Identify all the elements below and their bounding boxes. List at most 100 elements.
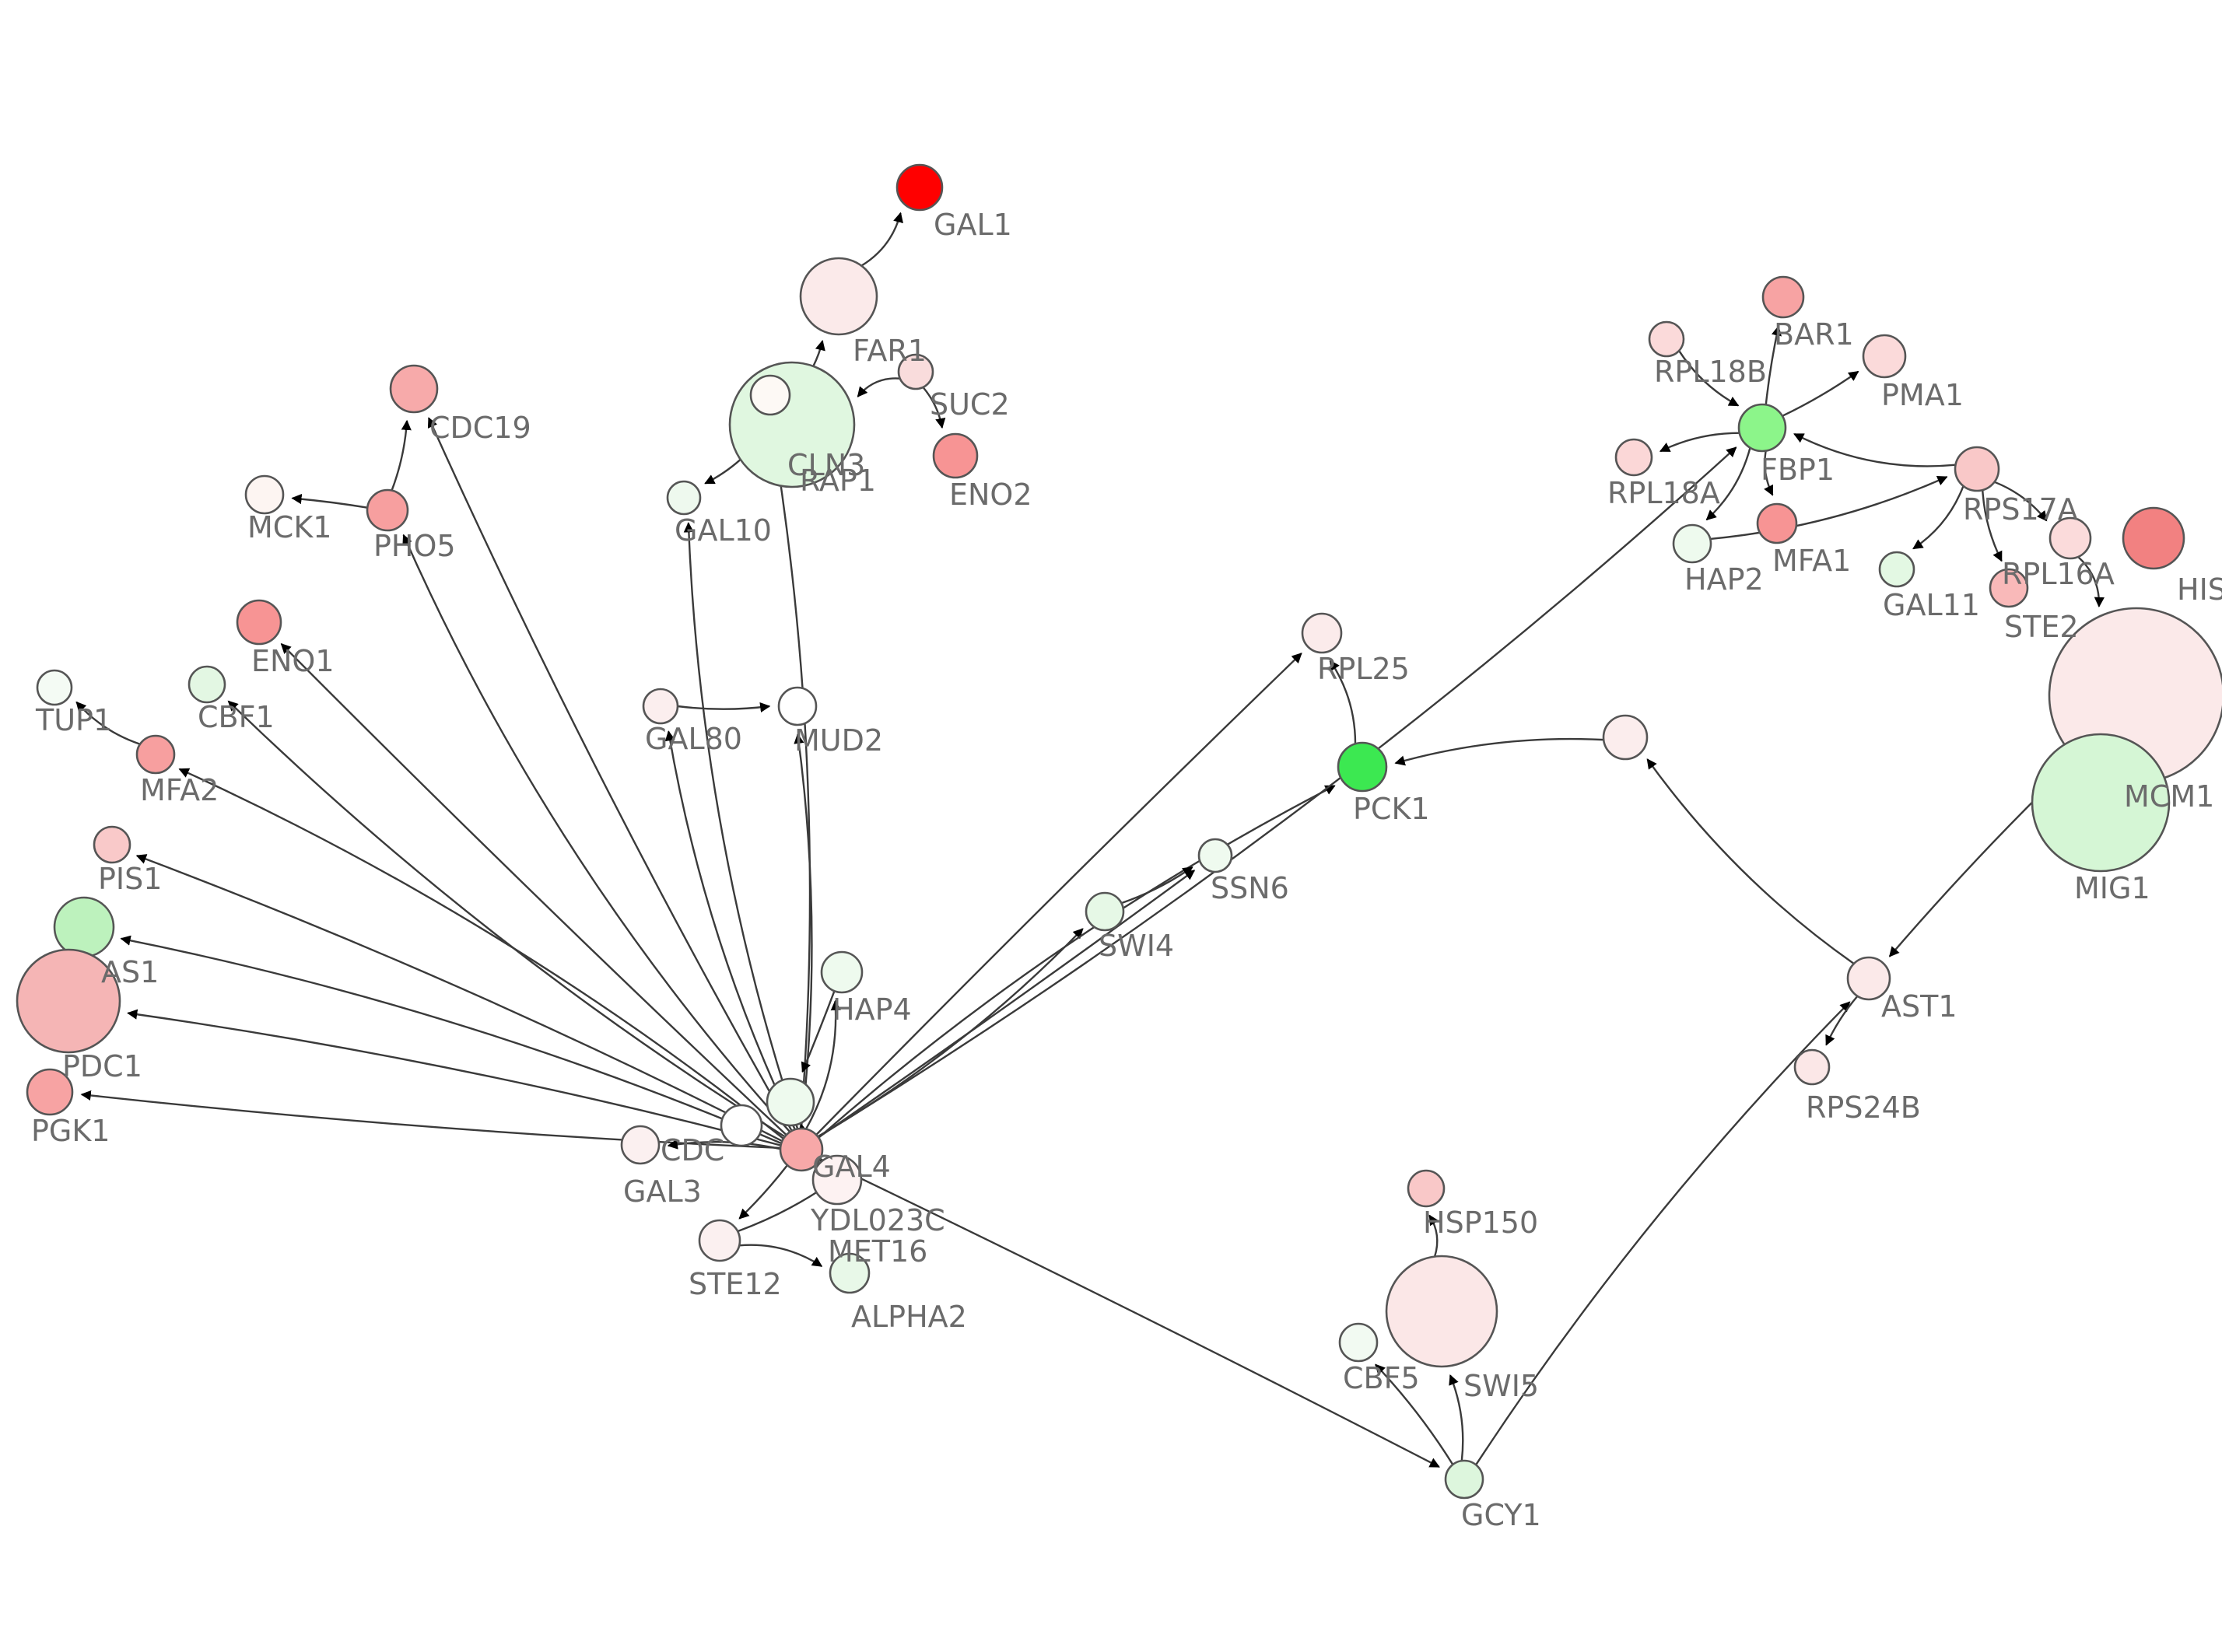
- network-node-gal3[interactable]: [620, 1125, 661, 1165]
- network-edge: [683, 522, 799, 1129]
- network-node-tup1[interactable]: [36, 669, 73, 706]
- network-node-met16[interactable]: [811, 1154, 863, 1206]
- network-node-hap3[interactable]: [766, 1077, 815, 1127]
- network-node-bar1[interactable]: [1761, 275, 1805, 319]
- network-node-ssn6[interactable]: [1197, 838, 1233, 873]
- network-node-hsp150[interactable]: [1407, 1169, 1446, 1208]
- network-edge: [739, 1244, 823, 1267]
- network-node-rpl16a[interactable]: [2049, 516, 2092, 560]
- network-node-far1[interactable]: [799, 257, 878, 336]
- network-edge: [704, 458, 741, 485]
- network-edge: [738, 1164, 788, 1220]
- network-node-pho5[interactable]: [366, 488, 409, 532]
- network-edge: [677, 702, 771, 713]
- network-node-mfa1[interactable]: [1756, 502, 1798, 544]
- network-edge: [1994, 481, 2048, 522]
- network-edge: [817, 446, 1737, 1138]
- network-node-fbp1[interactable]: [1737, 403, 1787, 453]
- network-edge: [794, 733, 813, 1129]
- network-edge: [2077, 556, 2105, 608]
- network-node-gal10[interactable]: [666, 480, 702, 516]
- network-node-eno2[interactable]: [932, 432, 979, 479]
- network-node-pis1[interactable]: [93, 825, 131, 864]
- node-layer: [16, 163, 2222, 1500]
- network-node-cbf1[interactable]: [188, 665, 226, 704]
- network-node-gal80[interactable]: [642, 688, 679, 725]
- network-edge: [1375, 1363, 1454, 1465]
- network-edge: [1394, 737, 1604, 766]
- network-edge: [1710, 475, 1948, 541]
- network-edge: [135, 854, 783, 1143]
- network-node-pgk1[interactable]: [26, 1068, 74, 1116]
- network-edge: [1982, 489, 2003, 562]
- network-node-ste2[interactable]: [1989, 568, 2029, 608]
- network-node-cdc39[interactable]: [720, 1104, 763, 1147]
- network-edge: [178, 768, 784, 1139]
- network-edge: [1329, 660, 1357, 744]
- network-node-rps17a[interactable]: [1954, 446, 2000, 492]
- network-edge: [280, 642, 787, 1136]
- network-edge: [1705, 447, 1751, 521]
- network-node-gal4[interactable]: [779, 1127, 824, 1172]
- network-edge: [812, 340, 825, 367]
- network-node-gal1[interactable]: [895, 163, 944, 212]
- network-node-swi5[interactable]: [1385, 1255, 1498, 1368]
- network-edge: [402, 534, 791, 1133]
- network-node-mfa2[interactable]: [135, 734, 176, 775]
- network-edge: [922, 387, 946, 429]
- network-node-mck1[interactable]: [244, 474, 285, 515]
- network-node-cln3[interactable]: [728, 361, 856, 488]
- network-node-hap4[interactable]: [820, 950, 864, 994]
- network-node-suc2[interactable]: [897, 353, 934, 390]
- network-edge: [1678, 350, 1740, 407]
- network-node-mud2[interactable]: [777, 686, 818, 726]
- network-node-rps24b[interactable]: [1793, 1048, 1831, 1086]
- network-node-swi6[interactable]: [1602, 714, 1649, 761]
- network-node-ste12[interactable]: [698, 1219, 741, 1262]
- network-node-gcy1[interactable]: [1444, 1459, 1484, 1500]
- network-edge: [860, 212, 903, 267]
- network-node-rpl25[interactable]: [1301, 612, 1343, 654]
- network-edge: [1765, 325, 1782, 405]
- network-edge: [291, 493, 368, 509]
- network-edge: [1449, 1374, 1464, 1461]
- network-edge: [75, 701, 141, 745]
- network-edge: [80, 1090, 781, 1150]
- network-node-alpha2[interactable]: [829, 1252, 871, 1294]
- network-node-pdc1[interactable]: [16, 948, 121, 1054]
- network-node-swi4[interactable]: [1085, 891, 1125, 932]
- network-node-pma1[interactable]: [1862, 334, 1907, 379]
- network-edge: [818, 870, 1196, 1139]
- network-edge: [801, 990, 836, 1073]
- network-edge: [815, 653, 1302, 1136]
- network-edge: [427, 417, 793, 1132]
- network-node-gal11[interactable]: [1878, 551, 1915, 588]
- network-edge: [127, 1009, 781, 1146]
- network-edge: [1793, 432, 1956, 467]
- network-edge: [1764, 450, 1774, 496]
- network-edge: [667, 1139, 781, 1150]
- network-edge: [1825, 995, 1859, 1046]
- edge-layer: [75, 212, 2105, 1468]
- network-node-his4[interactable]: [2122, 506, 2185, 570]
- network-edge: [120, 935, 782, 1145]
- network-node-gas1[interactable]: [53, 896, 115, 958]
- network-node-hap2[interactable]: [1672, 523, 1712, 564]
- network-node-rap1[interactable]: [749, 374, 791, 416]
- network-edge: [1782, 370, 1859, 417]
- network-node-rpl18a[interactable]: [1614, 438, 1653, 477]
- network-edge: [1475, 1001, 1851, 1465]
- network-node-pck1[interactable]: [1337, 741, 1388, 793]
- network-edge: [1659, 432, 1740, 453]
- network-node-eno1[interactable]: [236, 599, 282, 646]
- network-edge: [1121, 866, 1193, 905]
- network-edge: [1646, 758, 1855, 964]
- network-edge: [804, 999, 841, 1130]
- network-node-cbf5[interactable]: [1338, 1322, 1379, 1363]
- network-node-cdc19[interactable]: [389, 364, 439, 414]
- network-node-rpl18b[interactable]: [1648, 320, 1685, 358]
- network-node-ast1[interactable]: [1846, 956, 1891, 1001]
- network-node-mig1[interactable]: [2031, 733, 2171, 873]
